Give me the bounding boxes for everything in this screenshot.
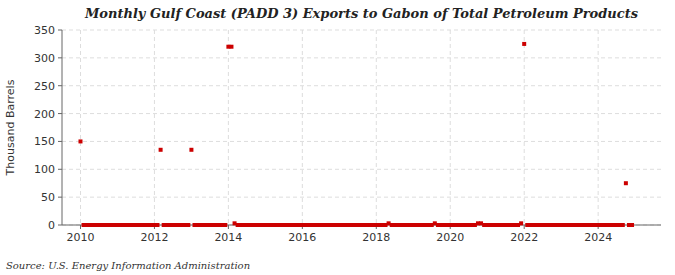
point (229, 45, 233, 49)
point (186, 223, 190, 227)
y-tick (58, 141, 62, 142)
point (621, 223, 625, 227)
point (630, 223, 634, 227)
grid-line-x (228, 30, 229, 225)
y-tick-label: 150 (34, 135, 55, 148)
y-tick (58, 197, 62, 198)
grid-line-y (62, 197, 661, 198)
grid-line-x (450, 30, 451, 225)
grid-line-x (154, 30, 155, 225)
source: Source: U.S. Energy Information Administ… (6, 260, 250, 271)
grid-line-y (62, 169, 661, 170)
point (223, 223, 227, 227)
x-tick (80, 225, 81, 229)
point (78, 139, 82, 143)
x-tick-label: 2020 (436, 231, 464, 244)
x-tick-label: 2016 (288, 231, 316, 244)
points (78, 42, 634, 227)
grid (62, 30, 661, 225)
point (522, 42, 526, 46)
y-tick-label: 250 (34, 80, 55, 93)
point (519, 221, 523, 225)
grid-line-x (302, 30, 303, 225)
grid-line-x (598, 30, 599, 225)
x-tick-label: 2012 (140, 231, 168, 244)
y-tick (58, 169, 62, 170)
grid-line-y (62, 85, 661, 86)
y-tick-label: 300 (34, 52, 55, 65)
grid-line-x (376, 30, 377, 225)
y-tick (58, 113, 62, 114)
grid-line-y (62, 113, 661, 114)
point (156, 223, 160, 227)
y-tick-label: 100 (34, 163, 55, 176)
grid-line-y (62, 30, 661, 31)
point (159, 148, 163, 152)
x-tick-label: 2018 (362, 231, 390, 244)
grid-line-x (80, 30, 81, 225)
x-tick-label: 2024 (584, 231, 612, 244)
y-tick-label: 50 (41, 191, 55, 204)
point (624, 181, 628, 185)
axes: 2010 2012 2014 2016 2018 2020 2022 2024 0 50 100 15… (34, 24, 661, 244)
y-tick (58, 57, 62, 58)
x-tick-label: 2014 (214, 231, 242, 244)
x-tick-label: 2022 (510, 231, 538, 244)
y-axis-line (62, 30, 63, 225)
point (189, 148, 193, 152)
y-tick-label: 0 (48, 219, 55, 232)
y-tick (58, 30, 62, 31)
title: Monthly Gulf Coast (PADD 3) Exports to G… (84, 6, 639, 21)
y-tick-label: 350 (34, 24, 55, 37)
grid-line-y (62, 141, 661, 142)
x-tick (524, 225, 525, 229)
chart: 2010 2012 2014 2016 2018 2020 2022 2024 0 50 100 15… (0, 0, 675, 275)
y-tick (58, 85, 62, 86)
y-tick (58, 225, 62, 226)
y-axis-label: Thousand Barrels (4, 79, 17, 176)
x-tick (228, 225, 229, 229)
x-tick-label: 2010 (66, 231, 94, 244)
grid-line-x (524, 30, 525, 225)
grid-line-y (62, 57, 661, 58)
y-tick-label: 200 (34, 108, 55, 121)
